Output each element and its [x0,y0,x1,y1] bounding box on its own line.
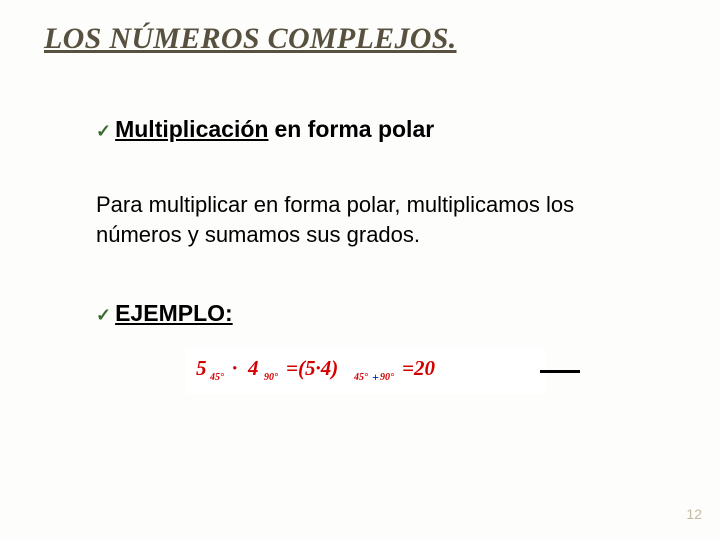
slide-title: LOS NÚMEROS COMPLEJOS. [44,22,457,56]
page-number: 12 [686,506,702,522]
formula-sub3a: 45° [354,372,368,383]
formula-op1: · [232,356,237,381]
formula-sub1: 45° [210,372,224,383]
formula-sub3b: 90° [380,372,394,383]
formula: 5 45° · 4 90° =(5·4) 45° + 90° =20 [186,348,546,394]
formula-box: 5 45° · 4 90° =(5·4) 45° + 90° =20 [186,348,546,394]
formula-m1: 5 [196,356,207,381]
heading-text: Multiplicación [115,116,268,143]
body-paragraph: Para multiplicar en forma polar, multipl… [96,190,636,249]
heading-multiplicacion: ✓ Multiplicación en forma polar [96,116,434,143]
formula-m2: 4 [248,356,259,381]
check-icon: ✓ [96,121,111,142]
check-icon: ✓ [96,305,111,326]
formula-sub3plus: + [372,370,379,385]
formula-sub2: 90° [264,372,278,383]
heading-ejemplo: ✓ EJEMPLO: [96,300,233,327]
ejemplo-text: EJEMPLO: [115,300,233,327]
heading-rest: en forma polar [274,116,434,143]
formula-eq: =(5·4) [286,356,338,381]
decorative-line [540,370,580,373]
formula-res: =20 [402,356,435,381]
